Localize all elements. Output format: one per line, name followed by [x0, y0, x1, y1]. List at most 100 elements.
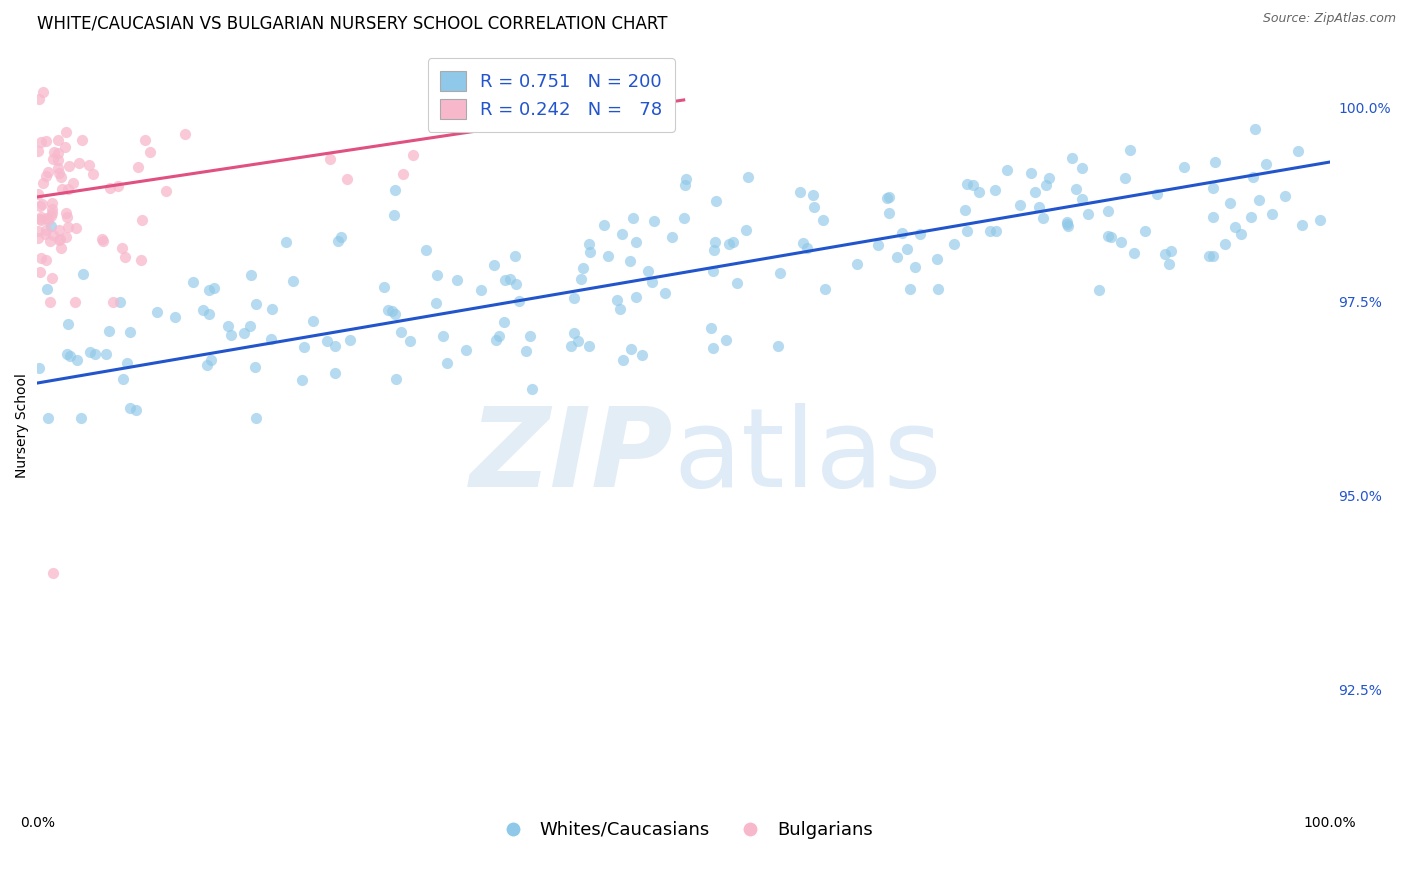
Point	[579, 245, 602, 260]
Point	[195, 358, 218, 372]
Point	[515, 344, 537, 359]
Text: Source: ZipAtlas.com: Source: ZipAtlas.com	[1263, 12, 1396, 25]
Point	[1159, 257, 1181, 271]
Point	[624, 290, 647, 304]
Point	[398, 334, 420, 348]
Point	[703, 243, 725, 257]
Point	[30, 135, 52, 149]
Point	[35, 211, 58, 225]
Point	[46, 161, 69, 176]
Point	[877, 189, 900, 203]
Point	[240, 268, 263, 282]
Point	[1109, 235, 1132, 249]
Point	[1119, 144, 1142, 158]
Point	[134, 133, 156, 147]
Point	[181, 275, 204, 289]
Point	[560, 339, 582, 353]
Point	[470, 284, 492, 298]
Point	[79, 345, 101, 359]
Legend: Whites/Caucasians, Bulgarians: Whites/Caucasians, Bulgarians	[488, 814, 880, 847]
Point	[1213, 237, 1236, 252]
Point	[118, 325, 141, 339]
Point	[30, 251, 52, 265]
Point	[37, 213, 59, 227]
Point	[319, 153, 342, 167]
Point	[330, 229, 353, 244]
Point	[1024, 185, 1046, 199]
Point	[609, 301, 631, 316]
Point	[58, 159, 80, 173]
Point	[672, 211, 695, 226]
Point	[34, 253, 56, 268]
Point	[101, 294, 124, 309]
Point	[620, 342, 643, 356]
Point	[1097, 203, 1119, 218]
Point	[1225, 219, 1247, 234]
Point	[37, 165, 59, 179]
Point	[27, 187, 49, 202]
Point	[446, 273, 468, 287]
Point	[967, 185, 990, 199]
Point	[49, 170, 72, 185]
Point	[637, 264, 659, 278]
Point	[619, 254, 641, 268]
Point	[339, 333, 361, 347]
Point	[107, 179, 129, 194]
Point	[382, 208, 405, 222]
Point	[953, 203, 976, 218]
Point	[1154, 247, 1177, 261]
Point	[578, 237, 600, 252]
Point	[323, 339, 346, 353]
Point	[1038, 171, 1060, 186]
Point	[610, 227, 633, 241]
Point	[1291, 219, 1313, 233]
Point	[111, 241, 134, 255]
Point	[127, 160, 149, 174]
Point	[39, 235, 62, 249]
Point	[1019, 166, 1042, 180]
Point	[735, 222, 758, 236]
Point	[426, 268, 449, 282]
Point	[326, 234, 349, 248]
Point	[673, 178, 696, 192]
Point	[155, 184, 177, 198]
Point	[725, 276, 748, 290]
Point	[593, 218, 616, 232]
Point	[30, 211, 52, 225]
Point	[505, 277, 527, 291]
Point	[38, 294, 60, 309]
Point	[578, 339, 600, 353]
Point	[1056, 219, 1078, 233]
Point	[488, 329, 510, 343]
Point	[125, 403, 148, 417]
Point	[384, 183, 406, 197]
Point	[432, 328, 454, 343]
Point	[202, 280, 225, 294]
Point	[1160, 244, 1182, 258]
Point	[641, 275, 664, 289]
Point	[56, 182, 79, 196]
Point	[219, 328, 242, 343]
Point	[233, 326, 256, 340]
Point	[292, 340, 315, 354]
Point	[58, 349, 80, 363]
Point	[1219, 195, 1241, 210]
Point	[39, 210, 62, 224]
Point	[200, 353, 222, 368]
Point	[131, 213, 153, 227]
Point	[943, 237, 966, 252]
Point	[56, 346, 79, 360]
Point	[927, 281, 949, 295]
Point	[198, 307, 221, 321]
Point	[120, 401, 142, 416]
Point	[27, 92, 49, 106]
Point	[1204, 154, 1226, 169]
Point	[373, 279, 395, 293]
Text: WHITE/CAUCASIAN VS BULGARIAN NURSERY SCHOOL CORRELATION CHART: WHITE/CAUCASIAN VS BULGARIAN NURSERY SCH…	[38, 15, 668, 33]
Point	[108, 295, 131, 310]
Point	[1056, 214, 1078, 228]
Point	[569, 271, 592, 285]
Point	[35, 135, 58, 149]
Point	[35, 169, 58, 183]
Point	[217, 319, 239, 334]
